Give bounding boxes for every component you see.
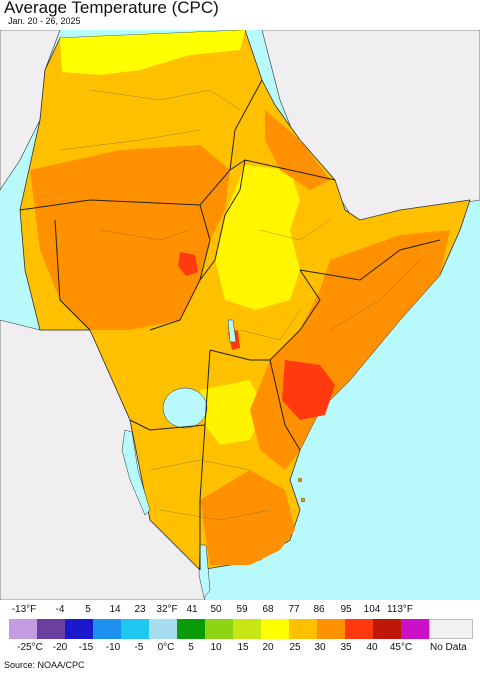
- date-range: Jan. 20 - 26, 2025: [8, 16, 81, 26]
- legend-c-label: 20: [262, 642, 274, 653]
- legend-c-label: -25°C: [17, 642, 43, 653]
- legend-c-label: 30: [314, 642, 326, 653]
- legend-swatch: [121, 619, 149, 639]
- legend-c-label: 15: [237, 642, 249, 653]
- legend-c-label: -5: [134, 642, 144, 653]
- legend-f-label: -4: [55, 604, 65, 615]
- legend-swatch: [149, 619, 177, 639]
- orange-tanzania: [200, 470, 295, 565]
- lake-victoria: [162, 387, 208, 429]
- temperature-map: [0, 30, 480, 600]
- legend-f-label: 86: [313, 604, 325, 615]
- legend-swatch: [345, 619, 373, 639]
- legend-c-label: 25: [289, 642, 301, 653]
- legend-f-label: 59: [236, 604, 248, 615]
- no-data-label: No Data: [430, 642, 467, 653]
- red-hotspot-kenya: [282, 360, 335, 420]
- legend-c-label: 5: [188, 642, 194, 653]
- legend-swatch: [373, 619, 401, 639]
- no-data-swatch: [429, 619, 473, 639]
- legend-color-bar: [9, 619, 457, 639]
- legend-f-label: 50: [210, 604, 222, 615]
- legend-c-label: -10: [105, 642, 121, 653]
- island: [300, 497, 306, 503]
- legend-f-label: 68: [262, 604, 274, 615]
- legend-c-label: 45°C: [389, 642, 413, 653]
- legend-swatch: [205, 619, 233, 639]
- legend-swatch: [93, 619, 121, 639]
- legend-c-label: 35: [340, 642, 352, 653]
- legend-f-label: -13°F: [11, 604, 37, 615]
- legend-swatch: [37, 619, 65, 639]
- legend-swatch: [317, 619, 345, 639]
- legend-c-label: 40: [366, 642, 378, 653]
- yellow-lakes: [200, 380, 265, 445]
- lake-turkana: [227, 319, 237, 343]
- legend-c-label: -15: [78, 642, 94, 653]
- country-borders: [19, 79, 441, 570]
- lake-malawi: [198, 544, 211, 599]
- legend-c-label: -20: [52, 642, 68, 653]
- orange-eritrea: [265, 110, 330, 190]
- legend-f-label: 23: [134, 604, 146, 615]
- legend-f-label: 113°F: [386, 604, 414, 615]
- legend-c-label: 0°C: [157, 642, 175, 653]
- legend-swatch: [65, 619, 93, 639]
- legend-f-label: 104: [363, 604, 381, 615]
- island: [297, 477, 303, 483]
- legend-celsius-labels: -25°C -20 -15 -10 -5 0°C 5 10 15 20 25 3…: [0, 642, 480, 654]
- legend-f-label: 95: [340, 604, 352, 615]
- legend-swatch: [261, 619, 289, 639]
- legend-swatch: [289, 619, 317, 639]
- legend-swatch: [233, 619, 261, 639]
- source-credit: Source: NOAA/CPC: [4, 660, 85, 670]
- legend-swatch: [9, 619, 37, 639]
- legend-f-label: 32°F: [156, 604, 178, 615]
- admin-borders: [59, 89, 421, 521]
- red-hotspot-sudan: [178, 252, 198, 276]
- yellow-north: [60, 30, 245, 75]
- lake-tanganyika: [121, 429, 151, 516]
- legend-f-label: 14: [109, 604, 121, 615]
- legend-fahrenheit-labels: -13°F -4 5 14 23 32°F 41 50 59 68 77 86 …: [0, 604, 480, 616]
- orange-sudan: [30, 145, 230, 330]
- legend-swatch: [177, 619, 205, 639]
- map-title: Average Temperature (CPC): [4, 0, 219, 17]
- legend-f-label: 5: [85, 604, 91, 615]
- legend-c-label: 10: [210, 642, 222, 653]
- legend-f-label: 77: [288, 604, 300, 615]
- legend-swatch: [401, 619, 429, 639]
- legend-f-label: 41: [186, 604, 198, 615]
- yellow-ethiopia: [215, 165, 300, 310]
